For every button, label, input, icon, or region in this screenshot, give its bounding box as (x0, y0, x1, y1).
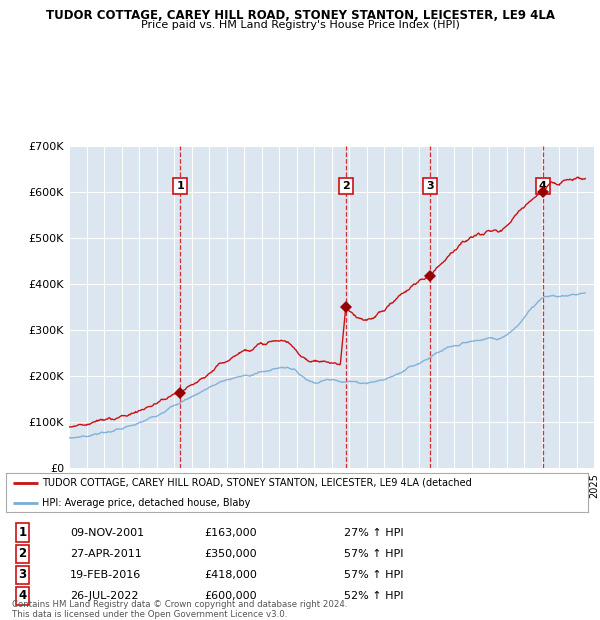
Text: Contains HM Land Registry data © Crown copyright and database right 2024.
This d: Contains HM Land Registry data © Crown c… (12, 600, 347, 619)
Text: 19-FEB-2016: 19-FEB-2016 (70, 570, 141, 580)
Text: 4: 4 (18, 589, 26, 602)
Text: 2: 2 (342, 181, 350, 191)
Text: 3: 3 (18, 568, 26, 581)
Text: 09-NOV-2001: 09-NOV-2001 (70, 528, 144, 538)
Text: 57% ↑ HPI: 57% ↑ HPI (344, 570, 403, 580)
Text: 3: 3 (426, 181, 434, 191)
Text: Price paid vs. HM Land Registry's House Price Index (HPI): Price paid vs. HM Land Registry's House … (140, 20, 460, 30)
Text: 1: 1 (18, 526, 26, 539)
Text: 52% ↑ HPI: 52% ↑ HPI (344, 591, 403, 601)
Text: HPI: Average price, detached house, Blaby: HPI: Average price, detached house, Blab… (42, 498, 250, 508)
Text: 1: 1 (176, 181, 184, 191)
Text: 26-JUL-2022: 26-JUL-2022 (70, 591, 139, 601)
Text: £350,000: £350,000 (204, 549, 257, 559)
Text: 27% ↑ HPI: 27% ↑ HPI (344, 528, 403, 538)
Text: 4: 4 (539, 181, 547, 191)
Text: 27-APR-2011: 27-APR-2011 (70, 549, 142, 559)
Text: TUDOR COTTAGE, CAREY HILL ROAD, STONEY STANTON, LEICESTER, LE9 4LA: TUDOR COTTAGE, CAREY HILL ROAD, STONEY S… (46, 9, 554, 22)
Text: TUDOR COTTAGE, CAREY HILL ROAD, STONEY STANTON, LEICESTER, LE9 4LA (detached: TUDOR COTTAGE, CAREY HILL ROAD, STONEY S… (42, 477, 472, 488)
Text: £600,000: £600,000 (204, 591, 257, 601)
Text: 57% ↑ HPI: 57% ↑ HPI (344, 549, 403, 559)
Text: £163,000: £163,000 (204, 528, 257, 538)
Text: 2: 2 (18, 547, 26, 560)
Text: £418,000: £418,000 (204, 570, 257, 580)
